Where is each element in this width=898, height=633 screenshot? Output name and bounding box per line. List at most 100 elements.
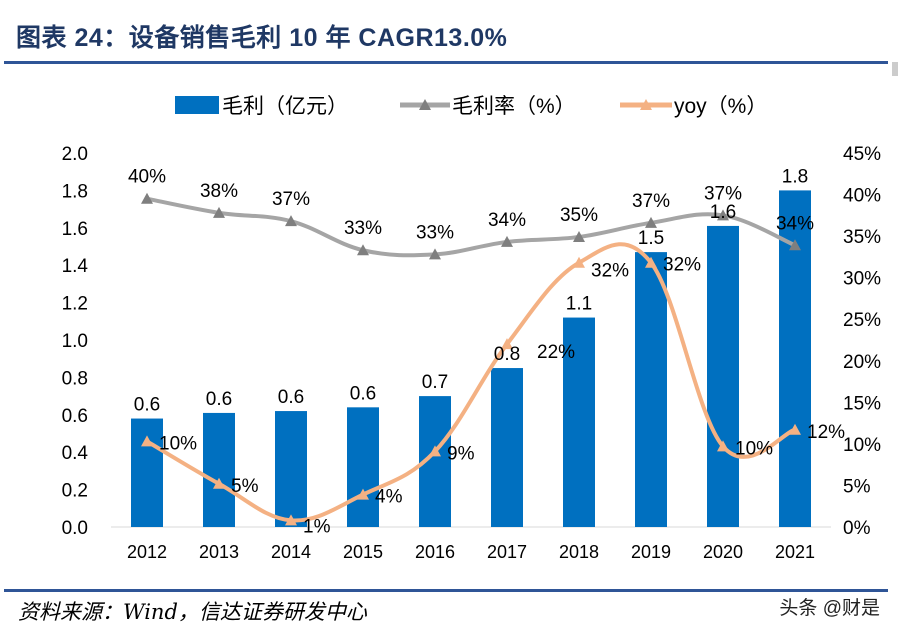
margin-data-label: 35% <box>560 205 598 226</box>
bar <box>635 252 667 528</box>
legend-marker <box>640 99 652 110</box>
triangle-marker <box>789 423 801 435</box>
bar-data-label: 0.6 <box>206 389 232 410</box>
triangle-marker <box>213 477 225 489</box>
x-axis-tick-label: 2015 <box>343 542 383 562</box>
margin-data-label: 34% <box>776 213 814 234</box>
right-axis-tick-label: 10% <box>843 435 881 456</box>
bar <box>563 317 595 527</box>
x-axis-tick-label: 2021 <box>775 542 815 562</box>
triangle-marker <box>573 230 585 242</box>
triangle-marker <box>429 445 441 457</box>
triangle-marker <box>141 192 153 204</box>
margin-data-label: 34% <box>488 210 526 231</box>
right-axis-tick-label: 5% <box>843 476 871 497</box>
triangle-marker <box>213 206 225 218</box>
watermark: 头条 @财是 <box>779 598 880 619</box>
yoy-line <box>145 242 796 523</box>
triangle-marker <box>141 435 153 447</box>
bar-data-label: 1.1 <box>566 294 592 315</box>
left-axis-tick-label: 0.6 <box>62 406 88 427</box>
legend-label: yoy（%） <box>674 95 767 118</box>
left-axis-tick-label: 0.8 <box>62 368 88 389</box>
margin-data-label: 40% <box>128 167 166 188</box>
x-axis-tick-label: 2012 <box>127 542 167 562</box>
scrollbar[interactable] <box>892 62 898 76</box>
triangle-marker <box>717 209 729 221</box>
margin-data-label: 33% <box>416 222 454 243</box>
bar-data-label: 0.7 <box>422 372 448 393</box>
right-axis-tick-label: 25% <box>843 310 881 331</box>
bar <box>707 225 739 527</box>
x-axis-tick-label: 2020 <box>703 542 743 562</box>
yoy-data-label: 10% <box>159 433 197 454</box>
footer-divider <box>4 589 888 592</box>
x-axis-tick-label: 2017 <box>487 542 527 562</box>
bar-data-label: 0.6 <box>350 383 376 404</box>
left-axis-tick-label: 0.2 <box>62 481 88 502</box>
bar-data-label: 1.6 <box>710 202 736 223</box>
chart-title: 图表 24：设备销售毛利 10 年 CAGR13.0% <box>16 24 508 52</box>
margin-data-label: 37% <box>632 191 670 212</box>
x-axis-tick-label: 2016 <box>415 542 455 562</box>
right-axis-tick-label: 40% <box>843 186 881 207</box>
left-axis-tick-label: 2.0 <box>62 144 88 165</box>
right-axis-tick-label: 30% <box>843 269 881 290</box>
yoy-data-label: 32% <box>663 255 701 276</box>
triangle-marker <box>357 488 369 500</box>
bar-data-label: 0.6 <box>134 395 160 416</box>
yoy-data-label: 32% <box>591 261 629 282</box>
legend-label: 毛利（亿元） <box>222 95 348 118</box>
right-axis-tick-label: 15% <box>843 393 881 414</box>
right-axis-tick-label: 0% <box>843 518 871 539</box>
left-axis-tick-label: 1.4 <box>62 256 89 277</box>
triangle-marker <box>429 248 441 260</box>
right-axis-tick-label: 45% <box>843 144 881 165</box>
margin-data-label: 37% <box>704 183 742 204</box>
left-axis-tick-label: 0.4 <box>62 443 89 464</box>
right-axis-tick-label: 20% <box>843 352 881 373</box>
left-axis-tick-label: 0.0 <box>62 518 88 539</box>
left-axis-tick-label: 1.0 <box>62 331 88 352</box>
triangle-marker <box>717 440 729 452</box>
triangle-marker <box>285 514 297 526</box>
bar-data-label: 1.8 <box>782 166 808 187</box>
bar <box>491 368 523 527</box>
triangle-marker <box>645 216 657 228</box>
left-axis-tick-label: 1.2 <box>62 294 88 315</box>
bar <box>203 412 235 527</box>
left-axis-tick-label: 1.8 <box>62 181 88 202</box>
margin-data-label: 33% <box>344 218 382 239</box>
bar <box>275 411 307 527</box>
x-axis-tick-label: 2019 <box>631 542 671 562</box>
title-divider <box>4 61 888 64</box>
x-axis-tick-label: 2014 <box>271 542 311 562</box>
yoy-data-label: 22% <box>537 342 575 363</box>
yoy-data-label: 1% <box>303 516 331 537</box>
bar-data-label: 0.6 <box>278 387 304 408</box>
legend-swatch-bar <box>175 96 219 114</box>
legend-marker <box>419 99 431 110</box>
left-axis-tick-label: 1.6 <box>62 219 88 240</box>
yoy-data-label: 9% <box>447 443 475 464</box>
source-note: 资料来源：Wind，信达证券研发中心 <box>18 600 367 624</box>
bar-data-label: 1.5 <box>638 228 664 249</box>
margin-line <box>146 196 796 258</box>
triangle-marker <box>357 244 369 256</box>
x-axis-tick-label: 2018 <box>559 542 599 562</box>
triangle-marker <box>285 215 297 227</box>
right-axis-tick-label: 35% <box>843 227 881 248</box>
bar-data-label: 0.8 <box>494 344 520 365</box>
yoy-data-label: 10% <box>735 438 773 459</box>
margin-data-label: 37% <box>272 189 310 210</box>
margin-data-label: 38% <box>200 181 238 202</box>
yoy-data-label: 12% <box>807 422 845 443</box>
triangle-marker <box>573 256 585 268</box>
yoy-data-label: 4% <box>375 487 403 508</box>
bar <box>347 407 379 527</box>
yoy-data-label: 5% <box>231 476 259 497</box>
triangle-marker <box>645 256 657 268</box>
chart: 0.0 0.2 0.4 0.6 0.8 1.0 1.2 1.4 1.6 1.8 2.0 0% 5% 10%… <box>62 95 882 562</box>
triangle-marker <box>501 338 513 350</box>
legend-label: 毛利率（%） <box>452 95 576 118</box>
